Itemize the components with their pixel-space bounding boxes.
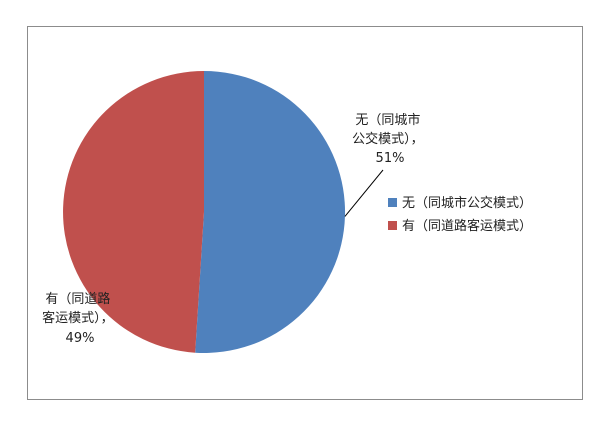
data-label-yes-line2: 客运模式）， bbox=[42, 310, 114, 326]
legend-label-yes: 有（同道路客运模式） bbox=[402, 218, 532, 234]
legend: 无（同城市公交模式） 有（同道路客运模式） bbox=[388, 195, 532, 234]
data-label-no: 无（同城市 公交模式）， 51% bbox=[352, 112, 428, 166]
data-label-no-line1: 无（同城市 bbox=[355, 112, 420, 128]
data-label-no-line2: 公交模式）， bbox=[352, 131, 424, 147]
legend-label-no: 无（同城市公交模式） bbox=[402, 195, 532, 211]
legend-swatch-yes bbox=[388, 221, 397, 230]
pie-slice-no bbox=[195, 70, 346, 353]
pie-slice-yes bbox=[63, 71, 205, 353]
data-label-yes: 有（同道路 客运模式）， 49% bbox=[42, 291, 118, 346]
legend-swatch-no bbox=[388, 198, 397, 207]
data-label-yes-line1: 有（同道路 bbox=[45, 291, 110, 307]
leader-line-no bbox=[344, 169, 384, 217]
data-label-yes-percent: 49% bbox=[66, 331, 95, 346]
data-label-no-percent: 51% bbox=[376, 151, 405, 166]
